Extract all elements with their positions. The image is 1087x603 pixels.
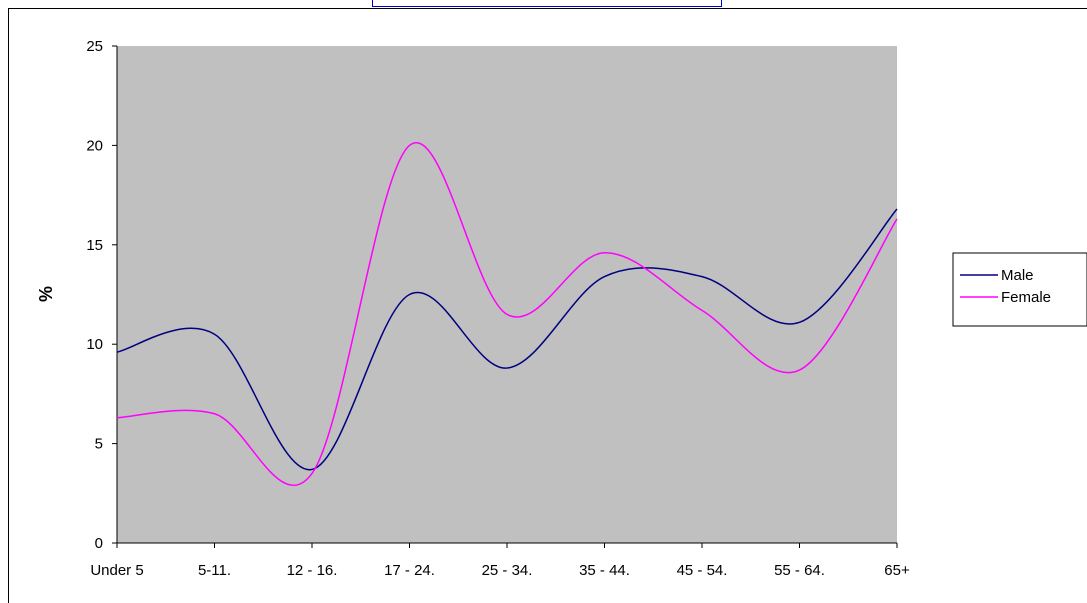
x-tick-label: 12 - 16.: [287, 562, 338, 579]
x-tick-label: 45 - 54.: [677, 562, 728, 579]
y-axis-label: %: [36, 286, 56, 302]
x-tick-label: 55 - 64.: [774, 562, 825, 579]
chart-frame: [8, 8, 1087, 603]
x-tick-label: 17 - 24.: [384, 562, 435, 579]
x-tick-label: 65+: [884, 562, 910, 579]
y-tick-label: 15: [86, 237, 103, 254]
series-line-male: [116, 208, 898, 471]
y-tick-label: 25: [86, 38, 103, 55]
legend-label-female: Female: [1001, 289, 1051, 306]
y-tick-label: 10: [86, 336, 103, 353]
header-link-box[interactable]: [372, 0, 722, 7]
plot-area: [117, 46, 897, 543]
legend: Male Female: [952, 252, 1087, 327]
series-line-female: [116, 142, 898, 486]
x-tick-label: 5-11.: [198, 562, 231, 579]
x-tick-label: 25 - 34.: [482, 562, 533, 579]
x-tick-label: 35 - 44.: [579, 562, 630, 579]
x-tick-label: Under 5: [90, 562, 143, 579]
y-tick-label: 0: [95, 535, 103, 552]
legend-box: [952, 252, 1087, 327]
y-tick-label: 20: [86, 137, 103, 154]
legend-label-male: Male: [1001, 267, 1034, 284]
y-tick-label: 5: [95, 436, 103, 453]
